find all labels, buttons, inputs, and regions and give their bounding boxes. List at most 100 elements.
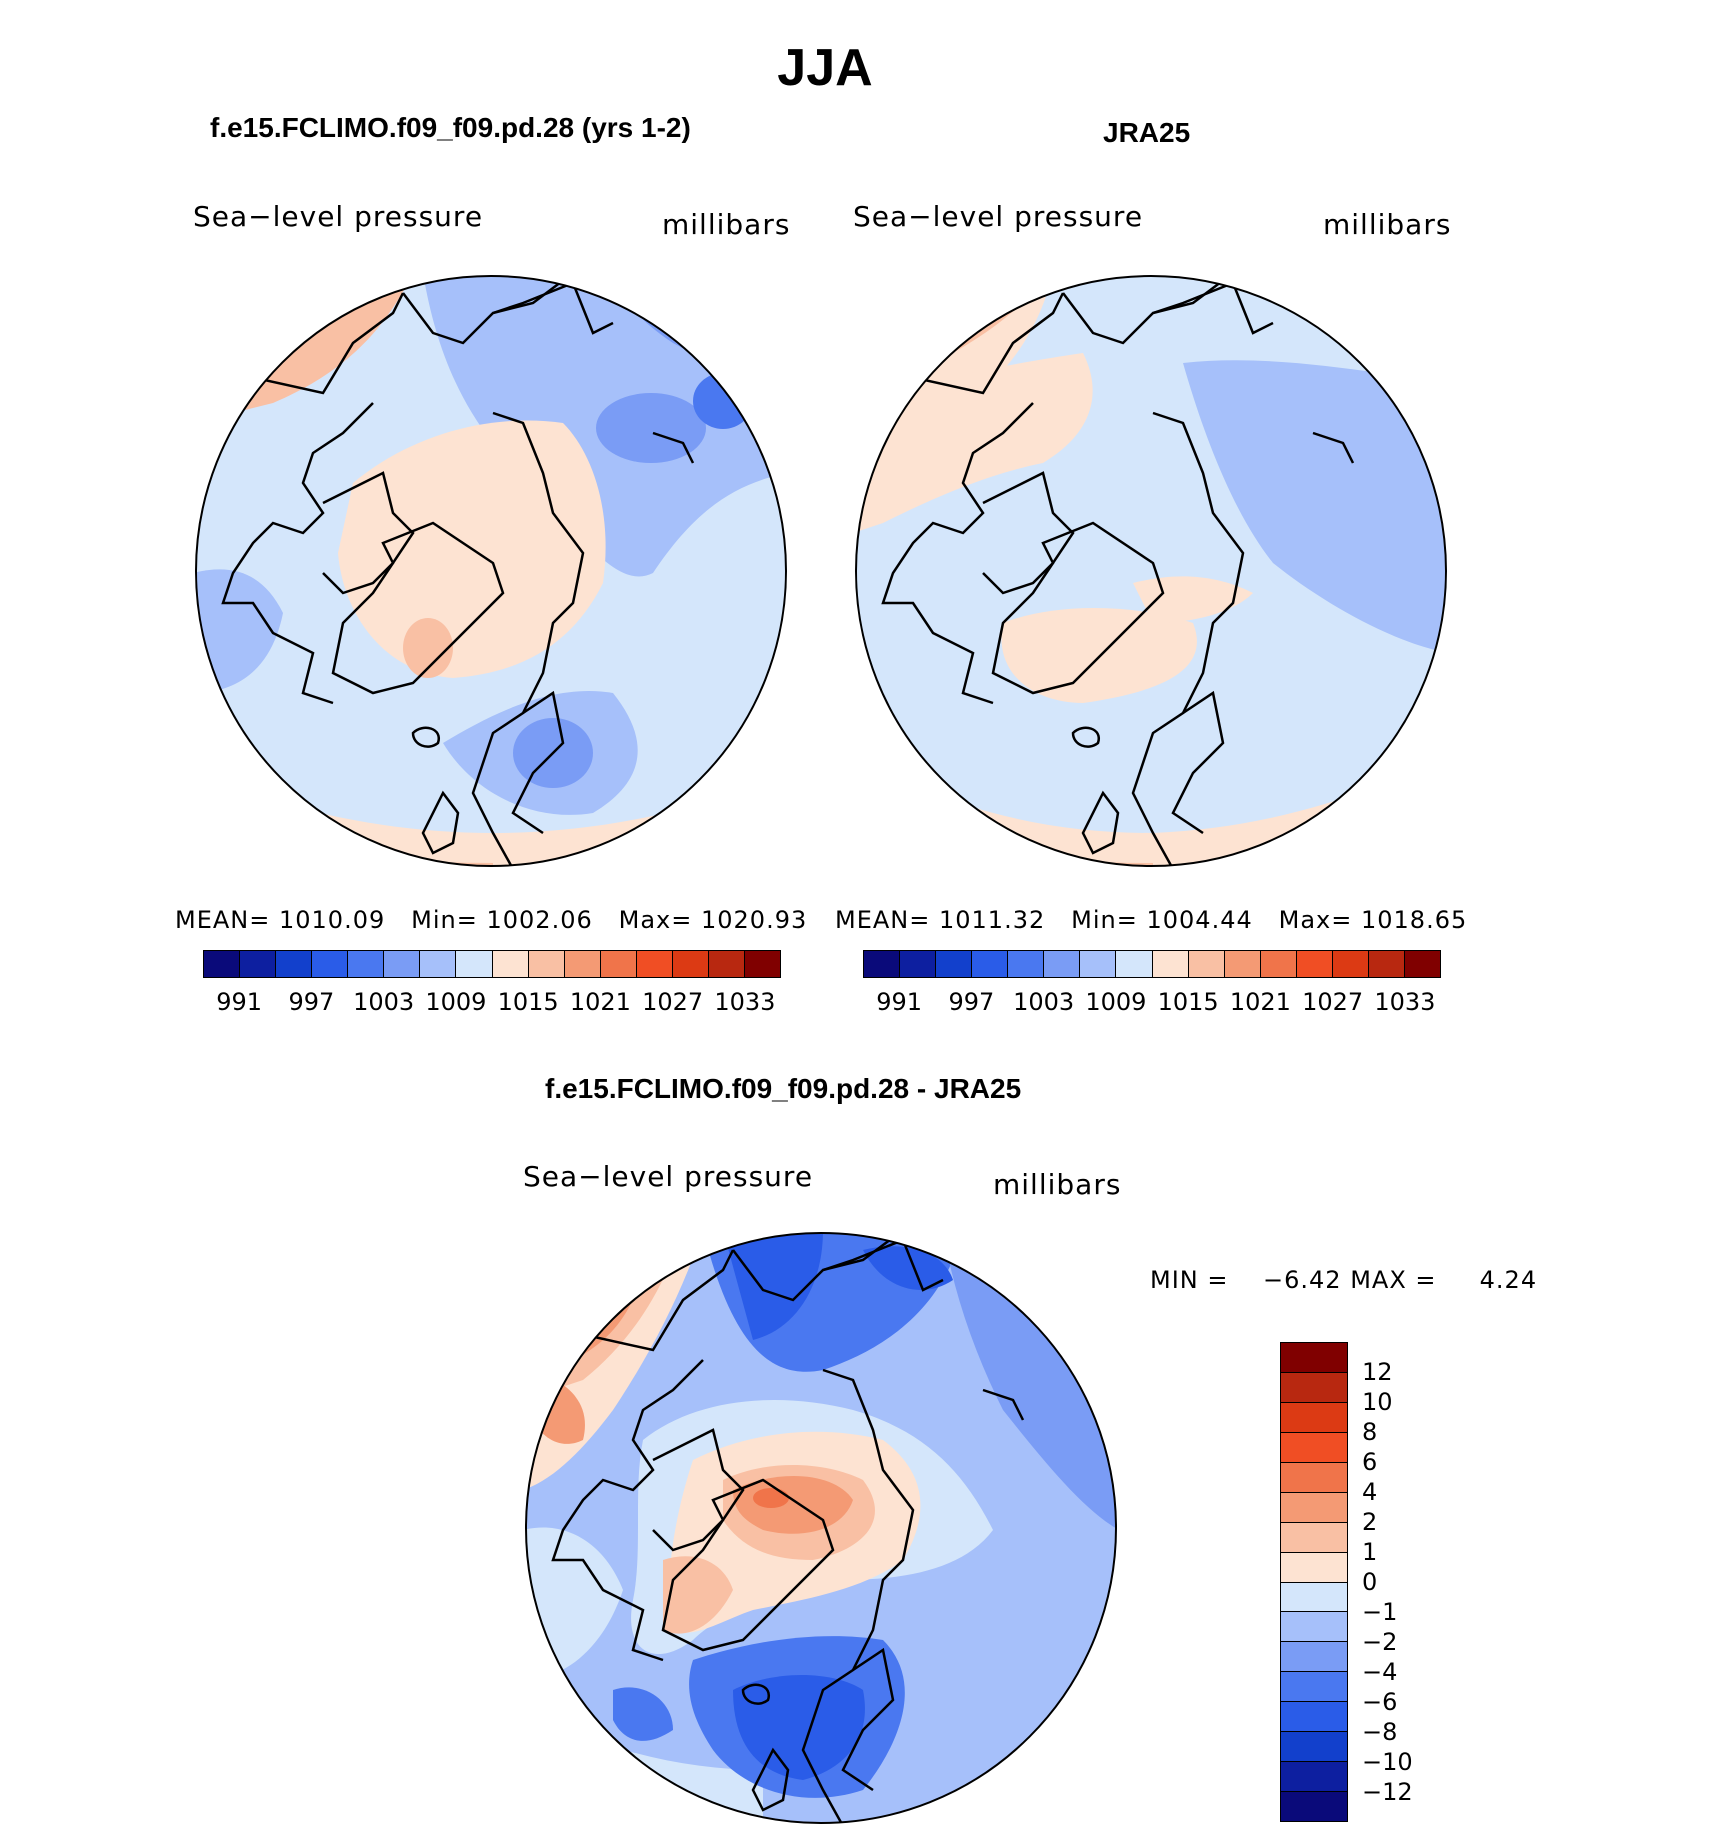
colorbar-swatch: [204, 951, 241, 977]
panel-2-stats: MEAN= 1011.32 Min= 1004.44 Max= 1018.65: [835, 906, 1467, 934]
colorbar-tick-label: 1021: [1229, 988, 1291, 1016]
colorbar-swatch: [600, 951, 637, 977]
panel-2-mean-label: MEAN=: [835, 906, 931, 934]
colorbar-swatch: [1044, 951, 1081, 977]
colorbar-swatch: [1281, 1552, 1347, 1583]
colorbar-swatch: [348, 951, 385, 977]
colorbar-swatch: [1281, 1372, 1347, 1403]
panel-2-max-label: Max=: [1278, 906, 1353, 934]
colorbar-swatch: [1224, 951, 1261, 977]
colorbar-swatch: [1281, 1642, 1347, 1673]
colorbar-swatch: [1281, 1732, 1347, 1763]
colorbar-tick-label: −1: [1362, 1598, 1398, 1626]
panel-1-min-value: 1002.06: [486, 906, 593, 934]
colorbar-swatch: [1281, 1402, 1347, 1433]
colorbar-tick-label: 997: [288, 988, 335, 1016]
panel-2-title: JRA25: [1103, 117, 1191, 148]
colorbar-swatch: [456, 951, 493, 977]
colorbar-swatch: [1281, 1432, 1347, 1463]
colorbar-swatch: [1281, 1702, 1347, 1733]
colorbar-swatch: [1281, 1762, 1347, 1793]
colorbar-tick-label: 6: [1362, 1448, 1378, 1476]
panel-2-max-value: 1018.65: [1361, 906, 1468, 934]
panel-1-max-label: Max=: [618, 906, 693, 934]
panel-2-units: millibars: [1323, 208, 1452, 241]
diff-min-value: −6.42: [1263, 1266, 1342, 1294]
colorbar-swatch: [384, 951, 421, 977]
colorbar-tick-label: −10: [1362, 1748, 1413, 1776]
colorbar-swatch: [744, 951, 780, 977]
colorbar-swatch: [1281, 1672, 1347, 1703]
colorbar-swatch: [1281, 1492, 1347, 1523]
colorbar-tick-label: 8: [1362, 1418, 1378, 1446]
panel-1-max-value: 1020.93: [701, 906, 808, 934]
colorbar-swatch: [1404, 951, 1440, 977]
colorbar-swatch: [936, 951, 973, 977]
colorbar-tick-label: 4: [1362, 1478, 1378, 1506]
diff-max-label: MAX =: [1350, 1266, 1437, 1294]
colorbar-tick-label: 1033: [714, 988, 776, 1016]
colorbar-tick-label: 12: [1362, 1358, 1393, 1386]
colorbar-tick-label: 1: [1362, 1538, 1378, 1566]
colorbar-swatch: [636, 951, 673, 977]
colorbar-tick-label: 1003: [353, 988, 415, 1016]
colorbar-swatch: [1281, 1343, 1347, 1373]
colorbar-swatch: [708, 951, 745, 977]
colorbar-swatch: [972, 951, 1009, 977]
colorbar-swatch: [1281, 1792, 1347, 1821]
diff-min-label: MIN =: [1150, 1266, 1229, 1294]
colorbar-tick-label: 1009: [425, 988, 487, 1016]
colorbar-tick-label: −4: [1362, 1658, 1398, 1686]
colorbar-tick-label: 1015: [1157, 988, 1219, 1016]
colorbar-tick-label: 10: [1362, 1388, 1393, 1416]
colorbar-tick-label: 1021: [569, 988, 631, 1016]
panel-2-min-label: Min=: [1071, 906, 1138, 934]
panel-2-colorbar: [863, 950, 1441, 978]
panel-1-mean-value: 1010.09: [279, 906, 386, 934]
colorbar-swatch: [864, 951, 901, 977]
colorbar-tick-label: 1027: [1302, 988, 1364, 1016]
panel-1-min-label: Min=: [411, 906, 478, 934]
colorbar-swatch: [564, 951, 601, 977]
colorbar-swatch: [1296, 951, 1333, 977]
panel-2-min-value: 1004.44: [1146, 906, 1253, 934]
colorbar-swatch: [1116, 951, 1153, 977]
colorbar-tick-label: −12: [1362, 1778, 1413, 1806]
panel-2-mean-value: 1011.32: [939, 906, 1046, 934]
panel-1-colorbar: [203, 950, 781, 978]
colorbar-tick-label: 991: [876, 988, 923, 1016]
diff-stats: MIN = −6.42 MAX = 4.24: [1150, 1266, 1537, 1294]
colorbar-swatch: [1368, 951, 1405, 977]
colorbar-swatch: [1260, 951, 1297, 977]
panel-1-title: f.e15.FCLIMO.f09_f09.pd.28 (yrs 1-2): [210, 112, 691, 143]
panel-1-variable: Sea−level pressure: [193, 200, 484, 233]
diff-panel-variable: Sea−level pressure: [523, 1160, 814, 1193]
colorbar-swatch: [1152, 951, 1189, 977]
colorbar-tick-label: −8: [1362, 1718, 1398, 1746]
colorbar-tick-label: −2: [1362, 1628, 1398, 1656]
colorbar-swatch: [240, 951, 277, 977]
colorbar-swatch: [528, 951, 565, 977]
panel-1-mean-label: MEAN=: [175, 906, 271, 934]
diff-panel-units: millibars: [993, 1168, 1122, 1201]
colorbar-tick-label: 1015: [497, 988, 559, 1016]
colorbar-swatch: [1281, 1612, 1347, 1643]
panel-1-units: millibars: [662, 208, 791, 241]
colorbar-swatch: [1281, 1522, 1347, 1553]
colorbar-tick-label: 0: [1362, 1568, 1378, 1596]
colorbar-tick-label: 997: [948, 988, 995, 1016]
colorbar-tick-label: 1009: [1085, 988, 1147, 1016]
panel-1-stats: MEAN= 1010.09 Min= 1002.06 Max= 1020.93: [175, 906, 807, 934]
diff-max-value: 4.24: [1479, 1266, 1538, 1294]
colorbar-swatch: [1281, 1462, 1347, 1493]
panel-2-polar-map: [855, 275, 1447, 867]
colorbar-tick-label: 1003: [1013, 988, 1075, 1016]
colorbar-swatch: [420, 951, 457, 977]
colorbar-swatch: [672, 951, 709, 977]
diff-panel-title: f.e15.FCLIMO.f09_f09.pd.28 - JRA25: [545, 1073, 1022, 1104]
colorbar-tick-label: 1027: [642, 988, 704, 1016]
colorbar-tick-label: 1033: [1374, 988, 1436, 1016]
colorbar-swatch: [1332, 951, 1369, 977]
colorbar-swatch: [1008, 951, 1045, 977]
colorbar-swatch: [312, 951, 349, 977]
